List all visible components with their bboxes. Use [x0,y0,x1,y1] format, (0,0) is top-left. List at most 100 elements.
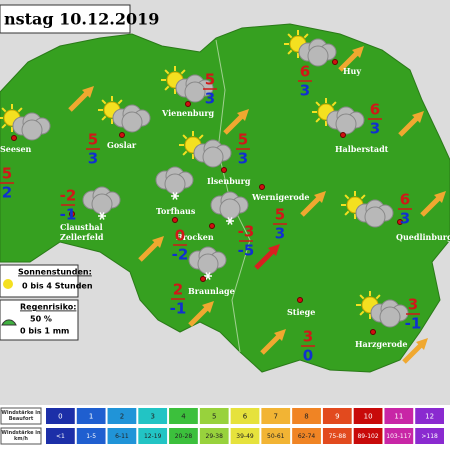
beaufort-value: 6 [243,413,248,421]
wind-arrow [223,113,245,135]
kmh-cell [322,428,352,444]
max-temperature: 6 [370,101,380,119]
city-name: Braunlage [188,286,235,296]
cloud-part [91,193,113,215]
min-temperature: 3 [275,225,285,243]
beaufort-value: 9 [335,413,339,421]
beaufort-cell [76,408,106,424]
city-name: Quedlinburg [396,232,450,242]
beaufort-value: 1 [89,413,93,421]
city-name: Stiege [287,307,315,317]
city-dot [370,329,376,335]
city-name: Wernigerode [251,192,309,202]
beaufort-cell [107,408,137,424]
sun-ray [1,123,7,129]
kmh-cell [199,428,229,444]
beaufort-cell [46,408,75,424]
kmh-value: <1 [56,433,65,440]
kmh-cell [230,428,260,444]
max-temperature: 5 [238,131,248,149]
city-dot [221,167,227,173]
sunshine-value: 0 bis 4 Stunden [22,282,93,291]
wind-arrow [260,333,282,355]
city-name: Huy [343,66,361,76]
wind-arrow [254,248,276,270]
kmh-cell [138,428,168,444]
wind-arrow [188,305,210,327]
kmh-cell [415,428,444,444]
kmh-cell [261,428,291,444]
wind-arrow [420,195,442,217]
umbrella-icon [1,319,17,326]
kmh-cell [353,428,383,444]
kmh-label: Windstärke in km/h [1,430,41,442]
city-dot [172,217,178,223]
beaufort-cell [261,408,291,424]
kmh-label-box [0,427,42,445]
max-temperature: 6 [400,191,410,209]
min-temperature: -1 [60,206,77,224]
city-dot [332,59,338,65]
cloud-part [202,146,224,168]
cloud-part [164,173,186,195]
kmh-value: 20-28 [175,433,193,440]
beaufort-value: 0 [58,413,62,421]
sun-ray [287,33,293,39]
cloud [155,166,194,195]
snowflake [205,272,211,280]
title: nstag 10.12.2019 [4,10,159,29]
min-temperature: 3 [300,82,310,100]
beaufort-value: 7 [274,413,278,421]
beaufort-value: 10 [364,413,373,421]
kmh-value: 89-102 [357,433,378,440]
sun-ray [180,69,186,75]
min-temperature: 0 [303,347,313,365]
beaufort-value: 3 [150,413,154,421]
wind-arrow-head [202,301,214,313]
kmh-value: 50-61 [267,433,285,440]
city-name: Goslar [107,140,137,150]
city-name: Halberstadt [335,144,389,154]
sun-ray [1,107,7,113]
sun-ray [303,33,309,39]
max-temperature: 5 [275,206,285,224]
rain-label: Regenrisiko: [20,303,76,312]
beaufort-cell [230,408,260,424]
beaufort-cell [322,408,352,424]
city-name: Torfhaus [156,206,196,216]
cloud-part [219,198,241,220]
sun-ray [359,294,365,300]
cloud [82,186,121,215]
cloud [210,191,249,220]
cloud [355,199,394,228]
min-temperature: -1 [170,300,187,318]
sun-ray [344,194,350,200]
city-dot [259,184,265,190]
beaufort-label-box [0,407,42,425]
snowflake [172,192,178,200]
city-name: Ilsenburg [207,176,251,186]
city-dot [119,132,125,138]
beaufort-value: 12 [425,413,434,421]
sun-ray [117,99,123,105]
kmh-value: 75-88 [329,433,347,440]
cloud [12,112,51,141]
min-temperature: -5 [238,242,255,260]
city-name: Zellerfeld [60,232,104,242]
cloud [175,74,214,103]
wind-arrow-head [352,46,364,58]
city-dot [340,132,346,138]
kmh-value: 6-11 [115,433,129,440]
rain-probability: 50 % [30,315,52,324]
sun-ray [17,107,23,113]
beaufort-cell [169,408,198,424]
wind-arrow [300,195,322,217]
city-dot [185,101,191,107]
cloud [370,299,409,328]
wind-arrow [138,240,160,262]
max-temperature: 6 [300,63,310,81]
sun-ray [359,310,365,316]
sun-ray [182,150,188,156]
kmh-value: 62-74 [298,433,316,440]
